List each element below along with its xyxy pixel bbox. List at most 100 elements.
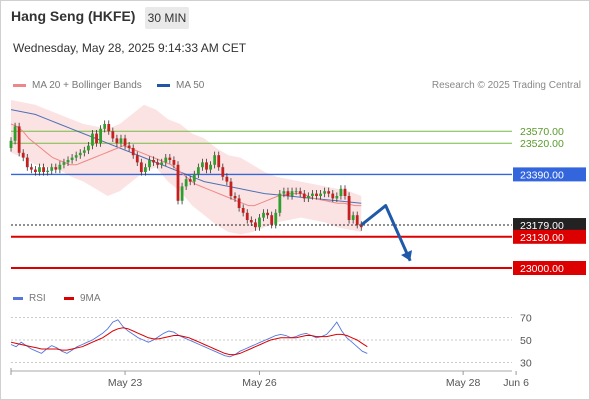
level-label: 23570.00 — [520, 126, 564, 138]
candle-body — [245, 212, 249, 220]
level-label: 23179.00 — [520, 220, 564, 232]
legend-ma50: MA 50 — [157, 80, 204, 91]
candle-body — [131, 148, 135, 156]
candle-body — [144, 167, 147, 172]
candle-body — [290, 191, 294, 196]
candle-body — [160, 162, 164, 165]
candle-body — [46, 170, 50, 172]
candle-body — [180, 186, 184, 201]
candle-body — [58, 164, 62, 170]
credit-text: Research © 2025 Trading Central — [431, 80, 581, 91]
candle-body — [196, 167, 200, 175]
candle-body — [192, 174, 196, 182]
level-label: 23390.00 — [520, 169, 564, 181]
candle-body — [135, 155, 139, 163]
candle-body — [115, 138, 119, 144]
legend-rsi-swatch — [13, 297, 23, 300]
level-label-box — [513, 218, 586, 233]
candle-body — [221, 167, 225, 177]
candle-body — [74, 155, 78, 158]
candle-body — [119, 138, 123, 144]
candle-body — [13, 126, 17, 141]
rsi-ma9-line — [10, 327, 368, 356]
candle-body — [156, 162, 160, 165]
candle-body — [339, 188, 343, 196]
candle-body — [229, 181, 233, 196]
candle-body — [331, 193, 335, 199]
candle-body — [172, 160, 176, 165]
legend-ma20: MA 20 + Bollinger Bands — [13, 80, 142, 91]
candle-body — [127, 145, 131, 148]
projection-arrowhead — [401, 250, 413, 261]
legend-ma50-swatch — [157, 84, 170, 87]
candle-body — [359, 224, 363, 228]
candle-body — [9, 140, 13, 148]
candle-body — [225, 176, 229, 182]
level-label: 23520.00 — [520, 138, 564, 150]
candle-body — [111, 131, 115, 139]
candle-body — [91, 133, 94, 146]
candle-body — [205, 162, 208, 170]
candle-body — [294, 191, 298, 193]
rsi-tick-label: 50 — [520, 335, 532, 347]
legend-rsi-label: RSI — [29, 293, 46, 304]
datetime-label: Wednesday, May 28, 2025 9:14:33 AM CET — [13, 41, 247, 55]
level-label: 23000.00 — [520, 263, 564, 275]
candle-body — [62, 162, 66, 165]
candle-body — [70, 157, 74, 160]
candle-body — [86, 145, 90, 151]
legend-9ma: 9MA — [64, 293, 101, 304]
bollinger-band — [11, 100, 362, 235]
level-label-box — [513, 167, 586, 182]
candle-body — [29, 167, 33, 170]
candle-body — [188, 179, 192, 182]
legend-ma20-label: MA 20 + Bollinger Bands — [32, 80, 142, 91]
candle-body — [184, 179, 188, 187]
candle-body — [286, 191, 290, 196]
candle-body — [311, 193, 314, 196]
candle-body — [201, 162, 204, 168]
timeframe-button[interactable]: 30 MIN — [145, 7, 189, 29]
level-label-box — [513, 229, 586, 244]
x-tick-label: Jun 6 — [503, 377, 529, 389]
candle-body — [213, 155, 217, 165]
candle-body — [78, 152, 82, 156]
legend-9ma-label: 9MA — [80, 293, 101, 304]
candle-body — [99, 128, 103, 144]
candle-body — [54, 167, 58, 170]
rsi-tick-label: 30 — [520, 357, 532, 369]
candle-body — [176, 164, 180, 201]
candle-body — [319, 193, 322, 196]
level-label: 23130.00 — [520, 232, 564, 244]
candle-body — [335, 196, 339, 199]
candle-body — [66, 160, 70, 163]
candle-body — [327, 191, 331, 194]
candle-body — [103, 124, 107, 129]
candle-body — [262, 212, 265, 218]
projection-arrow — [360, 204, 412, 262]
candle-body — [323, 191, 327, 194]
candle-body — [123, 138, 127, 146]
legend-rsi: RSI — [13, 293, 46, 304]
candle-body — [38, 167, 41, 172]
x-tick-label: May 23 — [108, 377, 143, 389]
legend-ma20-swatch — [13, 84, 26, 87]
candle-body — [164, 157, 168, 163]
candle-body — [351, 215, 355, 220]
candle-body — [315, 193, 318, 196]
rsi-tick-label: 70 — [520, 313, 532, 325]
x-tick-label: May 28 — [446, 377, 481, 389]
candle-body — [355, 215, 359, 225]
legend-9ma-swatch — [64, 297, 74, 300]
candle-body — [42, 167, 45, 172]
candle-body — [209, 164, 212, 170]
candle-body — [25, 157, 29, 168]
candle-body — [278, 193, 282, 213]
candle-body — [233, 196, 237, 199]
candle-body — [168, 157, 172, 160]
candle-body — [152, 160, 155, 163]
legend-ma50-label: MA 50 — [176, 80, 205, 91]
candle-body — [139, 162, 143, 172]
candle-body — [21, 152, 25, 158]
